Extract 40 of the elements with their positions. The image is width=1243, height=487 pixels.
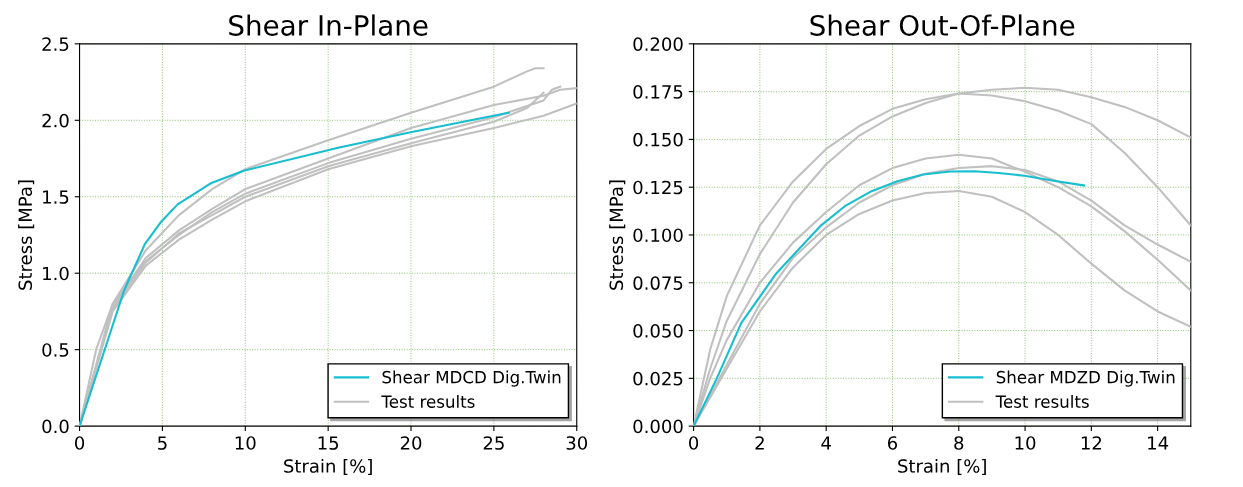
legend-label: Test results bbox=[995, 394, 1089, 408]
x-tick-label: 10 bbox=[235, 436, 256, 450]
x-tick-label: 20 bbox=[400, 436, 422, 450]
legend-label: Test results bbox=[381, 394, 475, 408]
y-tick-label: 0.150 bbox=[633, 132, 683, 147]
x-tick-label: 0 bbox=[689, 436, 699, 450]
x-tick-label: 8 bbox=[954, 436, 964, 450]
x-axis-title: Strain [%] bbox=[898, 458, 986, 475]
y-tick-label: 0.050 bbox=[633, 324, 683, 338]
y-tick-label: 0.100 bbox=[633, 228, 683, 243]
x-tick-label: 12 bbox=[1081, 436, 1102, 450]
x-axis-title: Strain [%] bbox=[284, 458, 372, 475]
y-tick-label: 0.5 bbox=[42, 343, 69, 357]
x-tick-label: 4 bbox=[821, 436, 831, 450]
x-tick-label: 6 bbox=[887, 436, 898, 450]
x-tick-label: 2 bbox=[755, 436, 764, 450]
x-tick-label: 5 bbox=[158, 436, 167, 450]
x-tick-label: 0 bbox=[75, 436, 85, 450]
legend-label: Shear MDCD Dig.Twin bbox=[382, 370, 561, 387]
y-tick-label: 2.0 bbox=[42, 113, 69, 128]
y-tick-label: 2.5 bbox=[42, 37, 69, 51]
y-axis-title: Stress [MPa] bbox=[18, 180, 35, 290]
x-tick-label: 25 bbox=[483, 436, 504, 450]
y-tick-label: 1.5 bbox=[43, 190, 69, 204]
y-tick-label: 0.125 bbox=[633, 180, 683, 195]
chart-title: Shear In-Plane bbox=[229, 14, 428, 36]
y-tick-label: 0.175 bbox=[633, 85, 683, 99]
y-axis-title: Stress [MPa] bbox=[609, 180, 626, 290]
y-tick-label: 0.200 bbox=[633, 37, 683, 51]
legend-label: Shear MDZD Dig.Twin bbox=[996, 370, 1175, 387]
x-tick-label: 14 bbox=[1148, 436, 1169, 450]
chart-title: Shear Out-Of-Plane bbox=[810, 14, 1075, 36]
y-tick-label: 0.000 bbox=[633, 419, 683, 434]
x-tick-label: 15 bbox=[318, 436, 339, 450]
x-tick-label: 10 bbox=[1015, 436, 1036, 450]
y-tick-label: 0.025 bbox=[633, 371, 683, 386]
y-tick-label: 0.075 bbox=[633, 276, 683, 290]
y-tick-label: 0.0 bbox=[42, 419, 69, 434]
x-tick-label: 30 bbox=[566, 436, 588, 450]
y-tick-label: 1.0 bbox=[43, 266, 69, 281]
